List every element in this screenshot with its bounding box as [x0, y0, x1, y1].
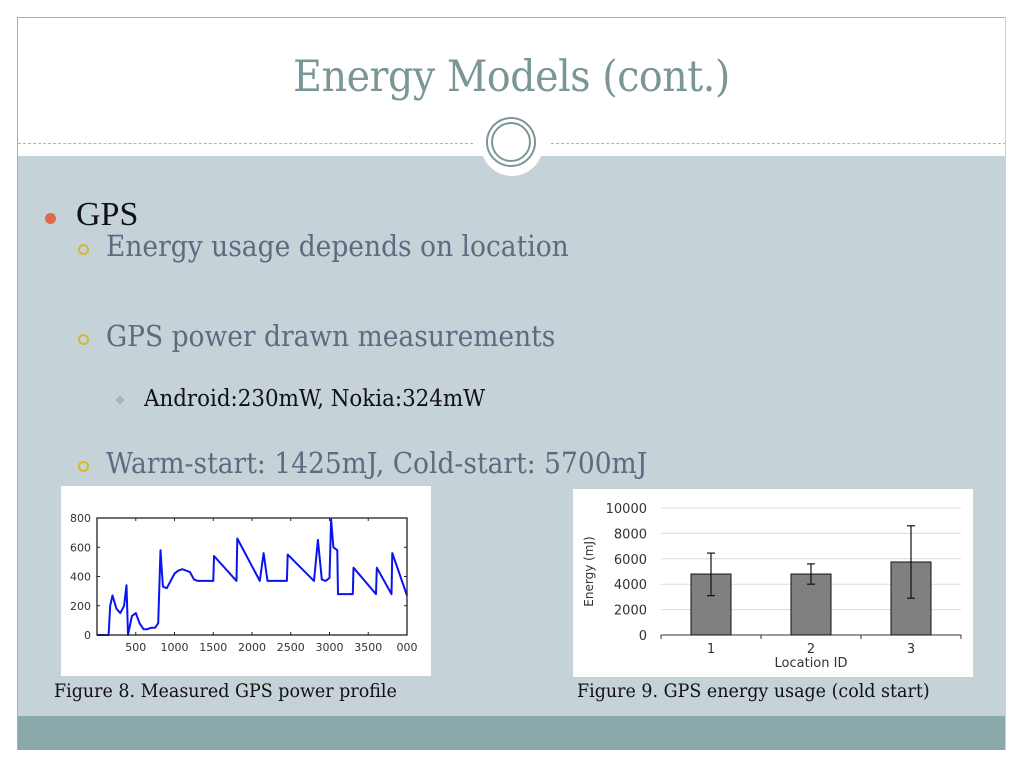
power-line-series [97, 518, 408, 636]
power-profile-plot: 0 200 400 600 800 500 1000 1500 2000 2500 3000 3500… [70, 512, 418, 654]
svg-text:1000: 1000 [161, 641, 189, 654]
svg-text:1500: 1500 [199, 641, 227, 654]
circle-ornament-icon [486, 117, 536, 167]
svg-text:400: 400 [70, 571, 91, 584]
svg-text:3500: 3500 [354, 641, 382, 654]
svg-text:4000: 4000 [614, 578, 647, 593]
chart-axes: 0 200 400 600 800 500 1000 1500 2000 2500 3000 3500… [70, 512, 418, 654]
svg-text:2000: 2000 [614, 604, 647, 619]
energy-bar-plot: 0 2000 4000 6000 8000 10000 1 2 3 Location ID Ener… [582, 502, 962, 671]
svg-text:1: 1 [707, 642, 715, 657]
bullet-ring-icon [78, 461, 89, 472]
svg-text:2000: 2000 [238, 641, 266, 654]
bullet-android-nokia: Android:230mW, Nokia:324mW [144, 386, 486, 412]
svg-text:0: 0 [639, 629, 647, 644]
figure-8-caption: Figure 8. Measured GPS power profile [54, 680, 397, 702]
svg-text:500: 500 [125, 641, 146, 654]
svg-text:800: 800 [70, 512, 91, 525]
slide-title: Energy Models (cont.) [293, 52, 730, 102]
bullet-ring-icon [78, 334, 89, 345]
bullet-power-measurements: GPS power drawn measurements [106, 320, 556, 353]
bullet-energy-usage: Energy usage depends on location [106, 230, 569, 263]
figure-8-power-profile-chart: 0 200 400 600 800 500 1000 1500 2000 2500 3000 3500… [61, 486, 431, 676]
bullet-gps: GPS [76, 196, 139, 233]
bullet-warm-cold-start: Warm-start: 1425mJ, Cold-start: 5700mJ [106, 447, 648, 480]
figure-9-caption: Figure 9. GPS energy usage (cold start) [577, 680, 930, 702]
svg-text:2500: 2500 [277, 641, 305, 654]
svg-text:Energy (mJ): Energy (mJ) [582, 536, 596, 606]
header-divider-right [551, 143, 1005, 144]
circle-ornament-inner-icon [491, 122, 531, 162]
figure-9-energy-bar-chart: 0 2000 4000 6000 8000 10000 1 2 3 Location ID Ener… [573, 489, 973, 677]
bullet-ring-icon [78, 244, 89, 255]
svg-text:2: 2 [807, 642, 815, 657]
svg-text:3000: 3000 [316, 641, 344, 654]
header-divider-left [18, 143, 473, 144]
svg-text:3: 3 [907, 642, 915, 657]
svg-text:8000: 8000 [614, 527, 647, 542]
svg-text:0: 0 [84, 629, 91, 642]
svg-text:Location ID: Location ID [775, 656, 848, 671]
plot-border [96, 517, 408, 636]
svg-text:10000: 10000 [606, 502, 647, 517]
svg-text:600: 600 [70, 541, 91, 554]
bullet-dot-icon [45, 213, 56, 224]
svg-text:6000: 6000 [614, 553, 647, 568]
svg-text:000: 000 [397, 641, 418, 654]
slide-frame: Energy Models (cont.) GPS Energy usage d… [17, 17, 1006, 750]
slide-footer-band [18, 716, 1005, 750]
svg-text:200: 200 [70, 600, 91, 613]
